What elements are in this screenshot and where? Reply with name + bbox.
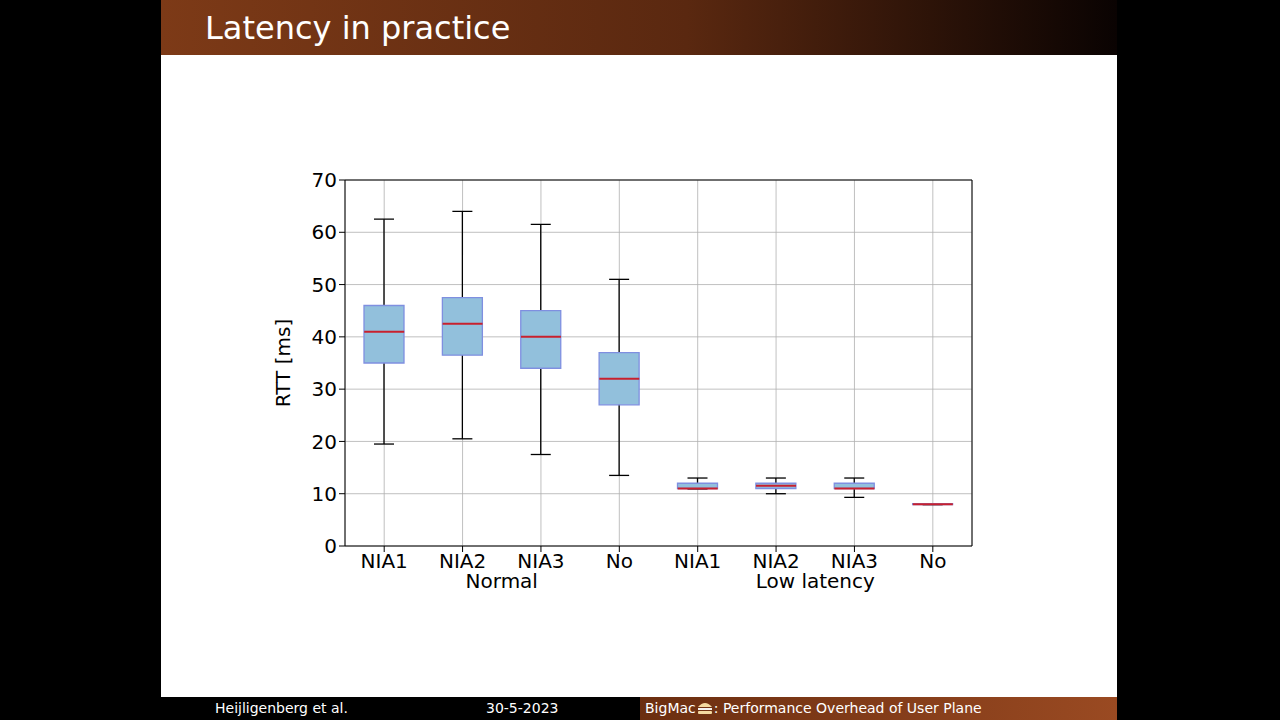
html-text:30-5-2023: 30-5-2023 <box>486 700 559 716</box>
svg-text:NIA2: NIA2 <box>752 549 800 574</box>
svg-text:No: No <box>919 549 946 573</box>
svg-text:NIA2: NIA2 <box>438 549 487 574</box>
html-text:Normal: Normal <box>465 569 538 593</box>
svg-text:60: 60 <box>312 220 337 244</box>
svg-text:NIA3: NIA3 <box>517 549 565 574</box>
svg-text:NIA1: NIA1 <box>361 549 408 573</box>
html-text:BigMac: BigMac <box>645 700 696 716</box>
svg-text:50: 50 <box>312 273 337 297</box>
svg-text:NIA1: NIA1 <box>674 549 721 573</box>
svg-text:0: 0 <box>324 534 337 558</box>
svg-text:10: 10 <box>312 482 337 506</box>
svg-text:70: 70 <box>312 168 337 192</box>
svg-text:20: 20 <box>312 430 337 454</box>
svg-text:40: 40 <box>312 325 337 349</box>
html-text:Low latency: Low latency <box>755 569 875 593</box>
html-text:: Performance Overhead of User: : Performance Overhead of User Plane <box>713 700 982 716</box>
html-text:Latency in practice: Latency in practice <box>205 9 511 47</box>
html-text:Heijligenberg et al.: Heijligenberg et al. <box>215 700 348 716</box>
svg-text:No: No <box>606 549 633 573</box>
svg-text:NIA3: NIA3 <box>830 549 879 574</box>
svg-text:RTT [ms]: RTT [ms] <box>271 319 295 407</box>
svg-text:30: 30 <box>312 377 337 401</box>
